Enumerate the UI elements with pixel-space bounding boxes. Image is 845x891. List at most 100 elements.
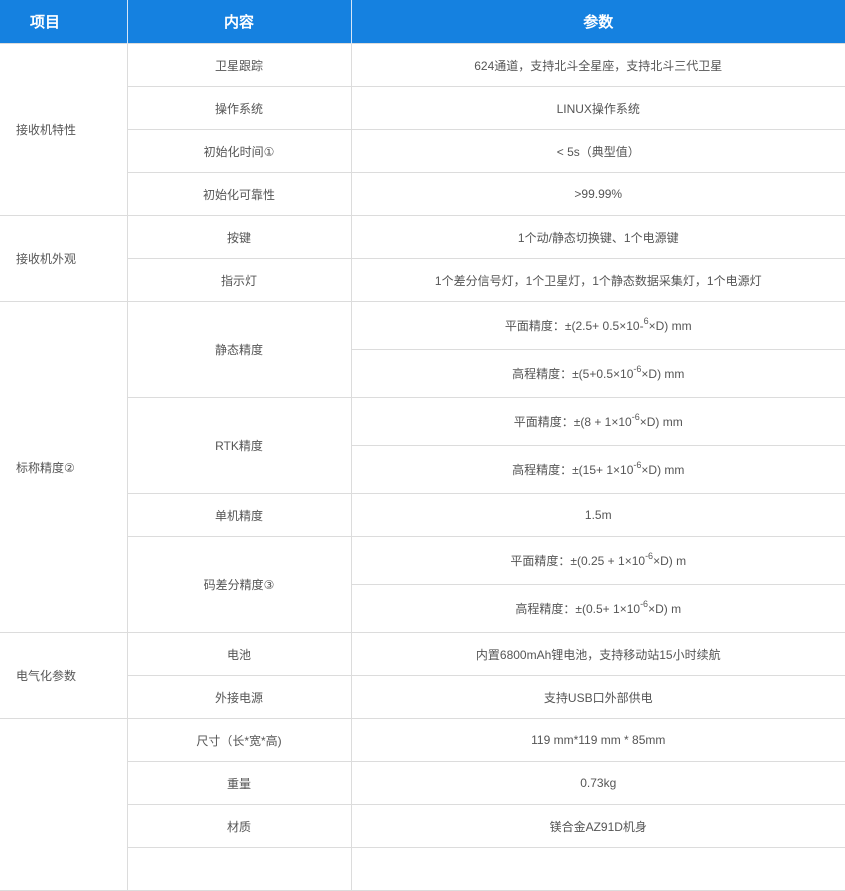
value-text: >99.99% [574,187,623,201]
item-name [127,847,352,891]
table-row: 重量 0.73kg [0,761,845,805]
table-row: 指示灯 1个差分信号灯，1个卫星灯，1个静态数据采集灯，1个电源灯 [0,258,845,302]
header-content: 内容 [127,0,352,44]
value-main: 平面精度：±(2.5+ 0.5×10- [504,319,644,333]
table-row: 操作系统 LINUX操作系统 [0,86,845,130]
table-row [0,847,845,891]
value-unit: ×D) m [653,554,687,568]
value-text: 内置6800mAh锂电池，支持移动站15小时续航 [475,647,721,662]
value-text: 平面精度：±(0.25 + 1×10-6×D) m [510,552,686,569]
table-row: 高程精度：±(5+0.5×10-6×D) mm [0,349,845,398]
value-exponent: -6 [633,364,642,374]
item-value: 高程精度：±(5+0.5×10-6×D) mm [351,349,845,398]
item-name: RTK精度 [127,397,352,494]
table-row: 初始化可靠性 >99.99% [0,172,845,216]
item-value: < 5s（典型值） [350,129,845,173]
item-value [350,847,845,891]
value-text: 1.5m [584,508,612,522]
value-text: < 5s（典型值） [556,144,640,159]
item-value: 平面精度：±(2.5+ 0.5×10-6×D) mm [350,301,845,350]
item-value: 高程精度：±(0.5+ 1×10-6×D) m [351,584,845,633]
table-row: RTK精度 平面精度：±(8 + 1×10-6×D) mm [0,397,845,494]
value-text: 镁合金AZ91D机身 [549,819,647,834]
value-main: 平面精度：±(8 + 1×10 [513,415,632,429]
group-label: 接收机特性 [0,43,128,216]
table-row: 接收机特性 卫星跟踪 624通道，支持北斗全星座，支持北斗三代卫星 [0,43,845,216]
value-text: 0.73kg [580,776,617,790]
value-unit: ×D) mm [641,367,685,381]
item-name: 静态精度 [126,301,352,398]
table-row: 高程精度：±(0.5+ 1×10-6×D) m [0,584,845,633]
item-value: 内置6800mAh锂电池，支持移动站15小时续航 [350,632,845,676]
item-value: 1.5m [350,493,845,537]
table-row: 外接电源 支持USB口外部供电 [0,675,845,719]
table-row: 高程精度：±(15+ 1×10-6×D) mm [0,445,845,494]
item-name: 码差分精度③ [127,536,352,633]
value-main: 高程精度：±(0.5+ 1×10 [515,602,641,616]
value-unit: ×D) mm [648,319,692,333]
item-name: 初始化可靠性 [127,172,352,216]
value-exponent: -6 [633,460,642,470]
value-exponent: -6 [645,551,654,561]
value-text: 624通道，支持北斗全星座，支持北斗三代卫星 [474,58,723,73]
value-text: 1个差分信号灯，1个卫星灯，1个静态数据采集灯，1个电源灯 [434,273,762,288]
group-label: 接收机外观 [0,215,128,302]
spec-body: 接收机特性 卫星跟踪 624通道，支持北斗全星座，支持北斗三代卫星操作系统 LINUX… [0,43,845,891]
item-value: 平面精度：±(8 + 1×10-6×D) mm [350,397,845,446]
table-row: 电气化参数 电池 内置6800mAh锂电池，支持移动站15小时续航 [0,632,845,719]
item-name: 按键 [126,215,352,259]
table-row: 材质 镁合金AZ91D机身 [0,804,845,848]
item-name: 尺寸（长*宽*高) [126,718,352,762]
header-item: 项目 [0,0,128,44]
item-name: 操作系统 [127,86,352,130]
group-label: 电气化参数 [0,632,128,719]
value-text: 119 mm*119 mm * 85mm [531,733,666,747]
item-value: 119 mm*119 mm * 85mm [350,718,845,762]
item-name: 指示灯 [127,258,352,302]
item-value: >99.99% [350,172,845,216]
item-value: 镁合金AZ91D机身 [350,804,845,848]
item-value: 0.73kg [350,761,845,805]
item-name: 初始化时间① [127,129,352,173]
table-row: 尺寸（长*宽*高) 119 mm*119 mm * 85mm [0,718,845,891]
value-unit: ×D) mm [639,415,683,429]
table-row: 单机精度 1.5m [0,493,845,537]
value-main: 高程精度：±(15+ 1×10 [512,463,634,477]
header-params: 参数 [351,0,845,44]
value-main: 平面精度：±(0.25 + 1×10 [510,554,646,568]
value-text: 1个动/静态切换键、1个电源键 [517,230,679,245]
value-text: 高程精度：±(0.5+ 1×10-6×D) m [515,600,681,617]
value-main: 高程精度：±(5+0.5×10 [512,367,634,381]
header-row: 项目 内容 参数 [0,0,845,44]
value-text: 支持USB口外部供电 [543,690,653,705]
item-value: LINUX操作系统 [350,86,845,130]
value-text: 平面精度：±(2.5+ 0.5×10-6×D) mm [505,317,692,334]
value-text: LINUX操作系统 [556,101,640,116]
value-unit: ×D) mm [641,463,685,477]
value-exponent: 6 [643,316,649,326]
value-text: 高程精度：±(15+ 1×10-6×D) mm [512,461,684,478]
group-label [0,718,128,891]
table-row: 接收机外观 按键 1个动/静态切换键、1个电源键 [0,215,845,302]
table-row: 初始化时间① < 5s（典型值） [0,129,845,173]
table-row: 码差分精度③ 平面精度：±(0.25 + 1×10-6×D) m [0,536,845,633]
value-exponent: -6 [640,599,649,609]
value-text: 高程精度：±(5+0.5×10-6×D) mm [512,365,684,382]
item-value: 1个动/静态切换键、1个电源键 [350,215,845,259]
item-value: 平面精度：±(0.25 + 1×10-6×D) m [350,536,845,585]
table-row: 标称精度② 静态精度 平面精度：±(2.5+ 0.5×10-6×D) mm [0,301,845,633]
value-unit: ×D) m [648,602,682,616]
item-value: 高程精度：±(15+ 1×10-6×D) mm [351,445,845,494]
item-name: 电池 [126,632,352,676]
item-name: 卫星跟踪 [126,43,352,87]
value-text: 平面精度：±(8 + 1×10-6×D) mm [514,413,683,430]
item-value: 支持USB口外部供电 [350,675,845,719]
item-value: 1个差分信号灯，1个卫星灯，1个静态数据采集灯，1个电源灯 [350,258,845,302]
item-name: 单机精度 [127,493,352,537]
group-label: 标称精度② [0,301,128,633]
item-name: 重量 [127,761,352,805]
value-exponent: -6 [631,412,640,422]
item-name: 材质 [127,804,352,848]
item-value: 624通道，支持北斗全星座，支持北斗三代卫星 [350,43,845,87]
